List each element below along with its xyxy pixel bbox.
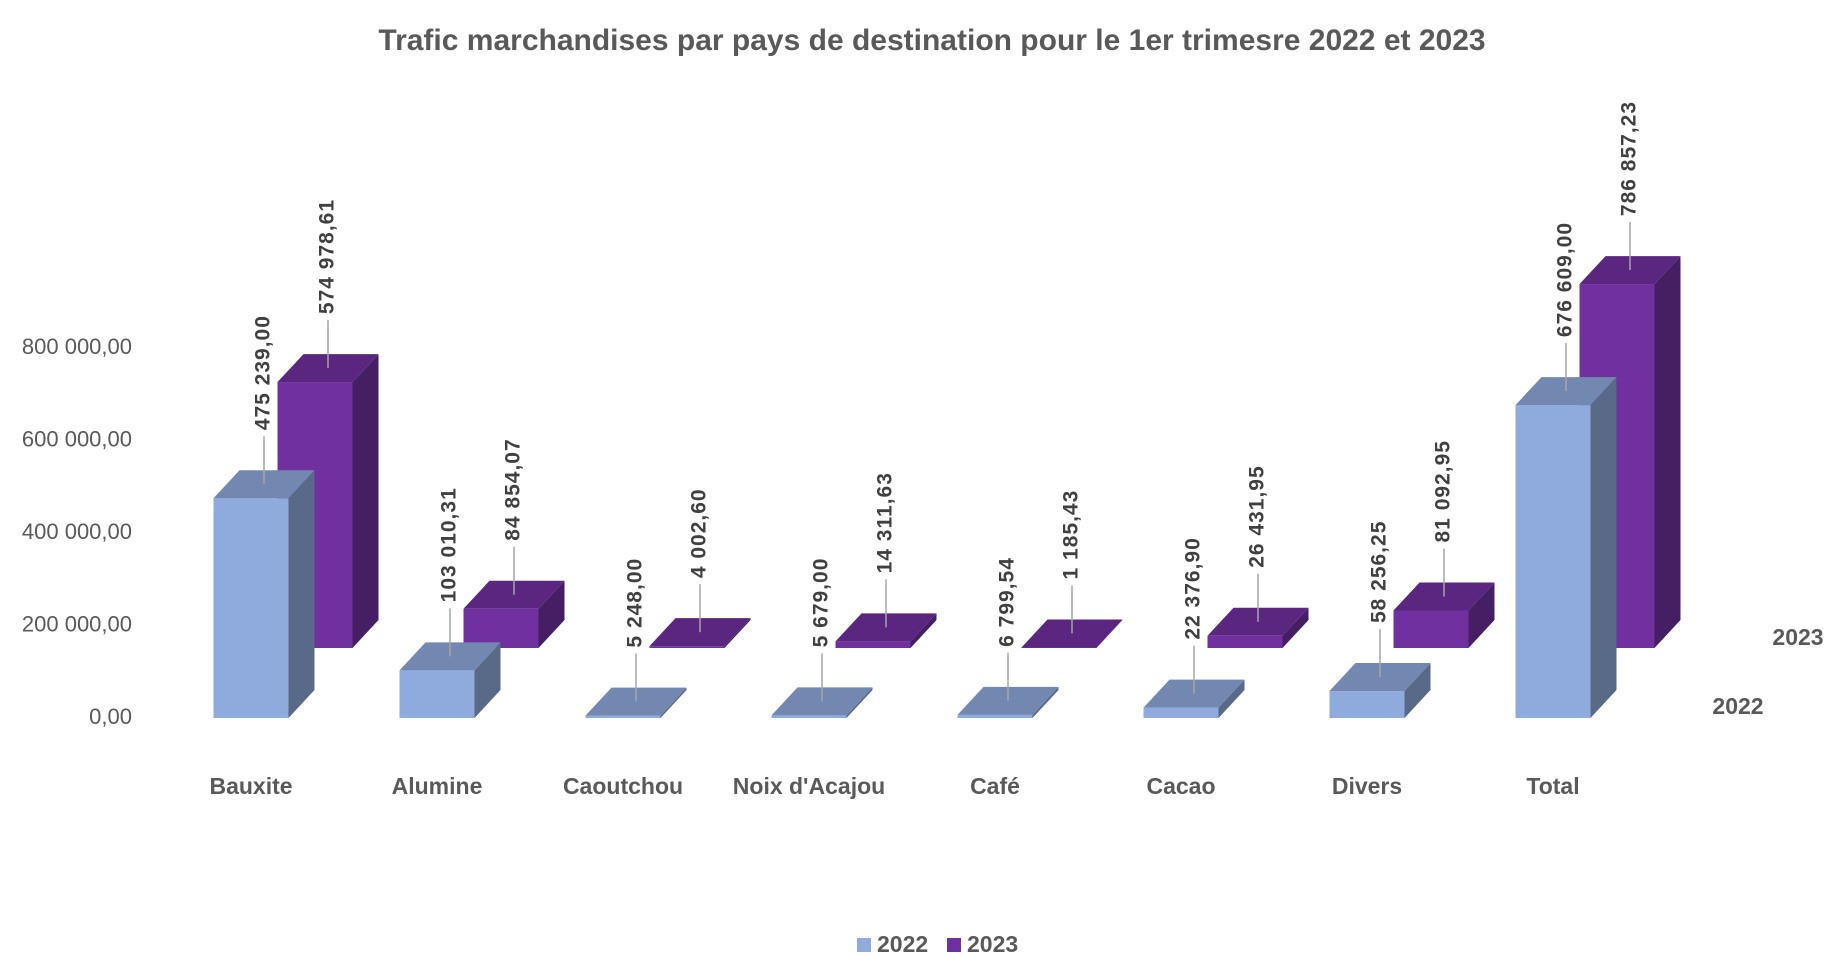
bar: [399, 670, 475, 718]
depth-label: 2023: [1772, 624, 1823, 650]
y-tick-label: 600 000,00: [22, 426, 132, 451]
bar: [771, 715, 847, 718]
data-label: 103 010,31: [438, 487, 461, 602]
data-label: 14 311,63: [874, 472, 897, 573]
bar-side: [352, 354, 379, 648]
depth-label: 2022: [1712, 693, 1763, 719]
bar: [585, 715, 661, 718]
bar-side: [724, 618, 751, 648]
x-tick-label: Cacao: [1146, 773, 1215, 799]
bar: [1143, 707, 1219, 718]
legend-label: 2023: [967, 931, 1018, 957]
data-label: 475 239,00: [252, 315, 275, 430]
bar: [649, 646, 725, 648]
data-label: 5 679,00: [810, 558, 833, 648]
bar-side: [660, 687, 687, 718]
data-label: 786 857,23: [1618, 101, 1641, 216]
chart-title: Trafic marchandises par pays de destinat…: [378, 24, 1485, 57]
bar-side: [846, 687, 873, 718]
data-label: 58 256,25: [1368, 521, 1391, 623]
bar-side: [1468, 582, 1495, 648]
bar: [1207, 635, 1283, 648]
data-label: 26 431,95: [1246, 465, 1269, 567]
data-label: 676 609,00: [1554, 222, 1577, 337]
y-tick-label: 400 000,00: [22, 519, 132, 544]
bar-side: [910, 613, 937, 648]
x-tick-label: Café: [970, 773, 1020, 799]
bar: [463, 608, 539, 648]
data-label: 4 002,60: [688, 488, 711, 578]
bar-side: [1096, 619, 1123, 648]
bar-side: [538, 580, 565, 648]
x-tick-label: Total: [1526, 773, 1579, 799]
data-label: 84 854,07: [502, 438, 525, 540]
y-tick-label: 0,00: [89, 704, 132, 729]
bar: [1393, 610, 1469, 648]
bar-side: [1218, 679, 1245, 718]
data-label: 6 799,54: [996, 557, 1019, 647]
bar: [213, 498, 289, 718]
bar-side: [1590, 377, 1617, 718]
bar: [957, 714, 1033, 718]
data-label: 22 376,90: [1182, 537, 1205, 639]
bar: [1021, 647, 1097, 648]
x-tick-label: Noix d'Acajou: [733, 773, 885, 799]
bar-side: [1282, 607, 1309, 648]
x-tick-label: Alumine: [392, 773, 483, 799]
bar: [835, 641, 911, 648]
data-label: 1 185,43: [1060, 490, 1083, 580]
x-tick-label: Caoutchou: [563, 773, 683, 799]
data-label: 5 248,00: [624, 558, 647, 648]
x-tick-label: Divers: [1332, 773, 1402, 799]
y-tick-label: 800 000,00: [22, 334, 132, 359]
data-label: 574 978,61: [316, 199, 339, 314]
bar: [1329, 691, 1405, 718]
bar: [1515, 405, 1591, 718]
y-tick-label: 200 000,00: [22, 611, 132, 636]
bar-side: [1032, 686, 1059, 718]
legend-label: 2022: [877, 931, 928, 957]
bar-side: [288, 470, 315, 718]
x-tick-label: Bauxite: [209, 773, 292, 799]
bar-side: [1404, 663, 1431, 718]
bar-side: [474, 642, 501, 718]
legend-swatch: [857, 938, 871, 952]
data-label: 81 092,95: [1432, 440, 1455, 542]
bar-side: [1654, 256, 1681, 648]
legend-swatch: [947, 938, 961, 952]
